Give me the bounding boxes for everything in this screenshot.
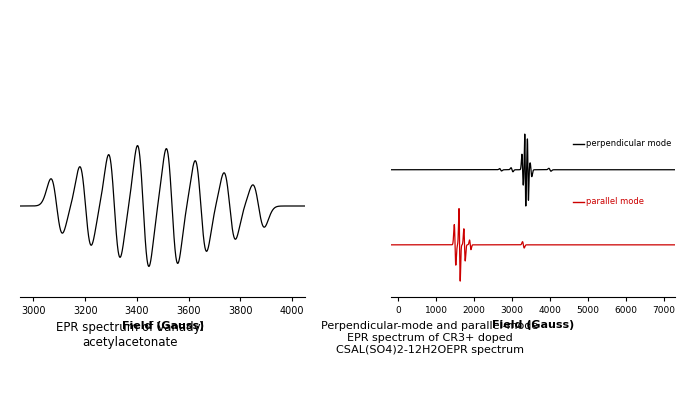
X-axis label: Field (Gauss): Field (Gauss) [121,321,204,331]
Text: EPR spectrum of Vanadyl
acetylacetonate: EPR spectrum of Vanadyl acetylacetonate [55,321,204,349]
Text: Perpendicular-mode and parallel-mode
EPR spectrum of CR3+ doped
CSAL(SO4)2-12H2O: Perpendicular-mode and parallel-mode EPR… [321,321,538,355]
Text: parallel mode: parallel mode [587,197,644,206]
X-axis label: Field (Gauss): Field (Gauss) [492,320,574,330]
Text: perpendicular mode: perpendicular mode [587,139,672,148]
